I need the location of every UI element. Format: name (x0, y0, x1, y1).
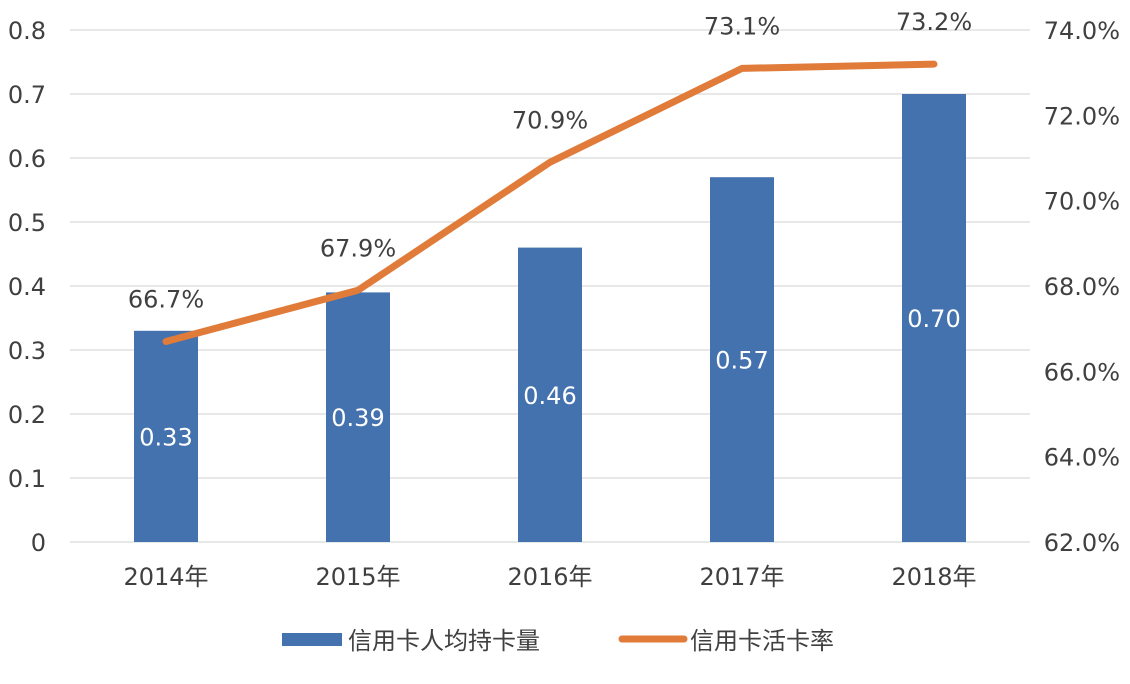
left-y-axis: 0 0.1 0.2 0.3 0.4 0.5 0.6 0.7 0.8 (8, 17, 46, 557)
right-tick-label: 66.0% (1044, 358, 1120, 386)
legend: 信用卡人均持卡量 信用卡活卡率 (282, 627, 834, 655)
x-tick-label: 2014年 (123, 563, 208, 591)
right-tick-label: 64.0% (1044, 444, 1120, 472)
right-y-axis: 62.0% 64.0% 66.0% 68.0% 70.0% 72.0% 74.0% (1044, 17, 1120, 557)
bar-data-label: 0.57 (715, 347, 768, 375)
left-tick-label: 0.5 (8, 209, 46, 237)
x-axis: 2014年 2015年 2016年 2017年 2018年 (123, 563, 976, 591)
legend-swatch-bar (282, 633, 342, 646)
bar-data-label: 0.33 (139, 423, 192, 451)
right-tick-label: 68.0% (1044, 273, 1120, 301)
right-tick-label: 62.0% (1044, 529, 1120, 557)
left-tick-label: 0.6 (8, 145, 46, 173)
x-tick-label: 2016年 (507, 563, 592, 591)
left-tick-label: 0.2 (8, 401, 46, 429)
left-tick-label: 0.8 (8, 17, 46, 45)
bar-data-label: 0.70 (907, 305, 960, 333)
line-data-label: 70.9% (512, 106, 588, 134)
bar-data-label: 0.46 (523, 382, 576, 410)
legend-label-line: 信用卡活卡率 (690, 627, 834, 655)
line-data-label: 66.7% (128, 285, 204, 313)
line-data-label: 67.9% (320, 234, 396, 262)
left-tick-label: 0.4 (8, 273, 46, 301)
right-tick-label: 72.0% (1044, 102, 1120, 130)
left-tick-label: 0 (31, 529, 46, 557)
legend-label-bar: 信用卡人均持卡量 (348, 627, 540, 655)
left-tick-label: 0.7 (8, 81, 46, 109)
left-tick-label: 0.3 (8, 337, 46, 365)
x-tick-label: 2017年 (699, 563, 784, 591)
right-tick-label: 74.0% (1044, 17, 1120, 45)
x-tick-label: 2018年 (891, 563, 976, 591)
bar-data-label: 0.39 (331, 404, 384, 432)
line-data-label: 73.1% (704, 12, 780, 40)
right-tick-label: 70.0% (1044, 188, 1120, 216)
left-tick-label: 0.1 (8, 465, 46, 493)
line-data-label: 73.2% (896, 8, 972, 36)
x-tick-label: 2015年 (315, 563, 400, 591)
